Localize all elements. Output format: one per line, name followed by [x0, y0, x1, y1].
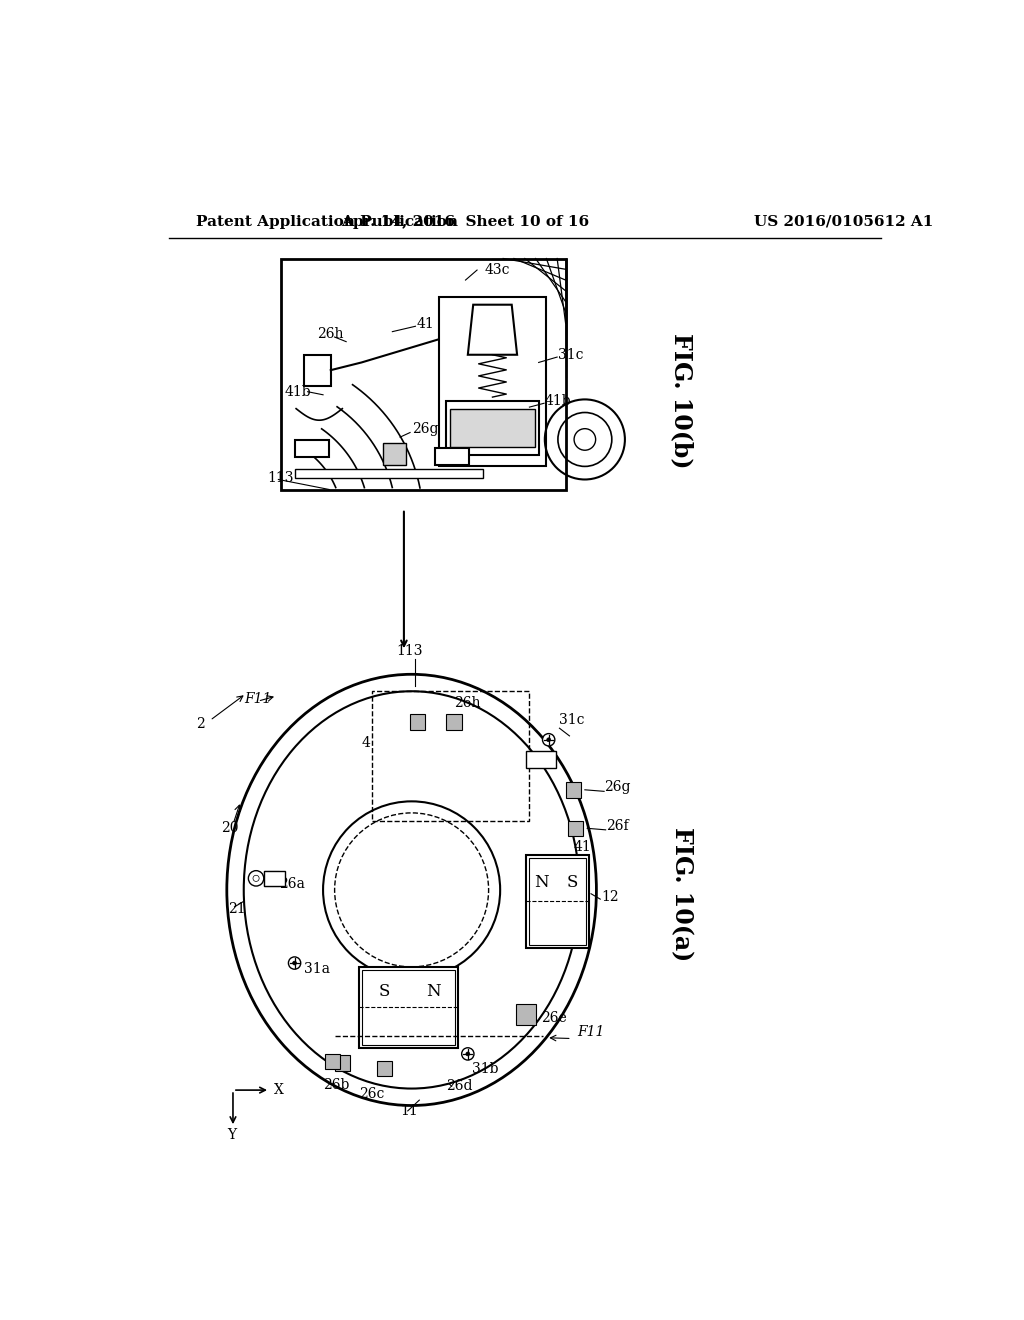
Text: F11: F11: [244, 692, 271, 706]
Bar: [435, 447, 469, 465]
Bar: [383, 444, 407, 465]
Text: 41: 41: [573, 841, 591, 854]
Bar: [377, 1061, 392, 1076]
Text: N: N: [534, 874, 548, 891]
Text: 26g: 26g: [604, 780, 631, 795]
Text: F11: F11: [578, 1026, 604, 1039]
Circle shape: [249, 871, 264, 886]
Bar: [372, 692, 529, 821]
Text: 26c: 26c: [359, 1086, 385, 1101]
Bar: [304, 355, 331, 385]
Bar: [528, 858, 586, 945]
Bar: [518, 1006, 534, 1020]
Circle shape: [289, 957, 301, 969]
Text: Apr. 14, 2016  Sheet 10 of 16: Apr. 14, 2016 Sheet 10 of 16: [341, 215, 590, 228]
Text: 12: 12: [602, 891, 620, 904]
Text: 11: 11: [400, 1104, 418, 1118]
Text: 113: 113: [267, 471, 294, 484]
Circle shape: [253, 875, 259, 882]
Text: 21: 21: [228, 902, 246, 916]
Polygon shape: [468, 305, 517, 355]
Bar: [446, 714, 462, 730]
Circle shape: [543, 734, 555, 746]
Text: 26e: 26e: [541, 1011, 566, 1026]
Bar: [359, 966, 458, 1048]
Bar: [451, 409, 535, 447]
Bar: [335, 1056, 350, 1071]
Circle shape: [293, 961, 297, 965]
Text: 31c: 31c: [558, 347, 584, 362]
Circle shape: [466, 1052, 470, 1056]
Text: 26h: 26h: [316, 327, 343, 341]
Text: 31a: 31a: [304, 962, 330, 975]
Bar: [438, 297, 547, 466]
Bar: [446, 401, 539, 455]
Ellipse shape: [226, 675, 596, 1106]
Text: 2: 2: [196, 717, 205, 731]
Text: 26b: 26b: [323, 1077, 349, 1092]
Polygon shape: [515, 1003, 537, 1024]
Text: 113: 113: [396, 644, 423, 659]
Bar: [568, 821, 584, 836]
Bar: [525, 751, 556, 768]
Bar: [325, 1053, 340, 1069]
Text: FIG. 10(a): FIG. 10(a): [670, 826, 693, 961]
Bar: [295, 469, 483, 478]
Text: 31c: 31c: [559, 713, 585, 727]
Text: Patent Application Publication: Patent Application Publication: [196, 215, 458, 228]
Circle shape: [462, 1048, 474, 1060]
Text: S: S: [567, 874, 579, 891]
Text: 4: 4: [361, 737, 371, 751]
Text: 31b: 31b: [472, 1063, 498, 1076]
Bar: [264, 871, 280, 886]
Text: 26h: 26h: [454, 696, 480, 710]
Bar: [525, 855, 589, 948]
Bar: [264, 871, 286, 886]
Text: US 2016/0105612 A1: US 2016/0105612 A1: [755, 215, 934, 228]
Bar: [295, 441, 330, 457]
Text: 43c: 43c: [484, 263, 510, 277]
Text: 41b: 41b: [285, 384, 311, 399]
Bar: [362, 970, 455, 1044]
Text: 26g: 26g: [412, 422, 438, 437]
Text: 41b: 41b: [545, 393, 571, 408]
Text: S: S: [378, 983, 389, 1001]
Text: 26d: 26d: [446, 1080, 473, 1093]
Circle shape: [323, 801, 500, 978]
Circle shape: [547, 738, 551, 742]
Text: 26f: 26f: [605, 818, 629, 833]
Ellipse shape: [244, 692, 580, 1089]
Text: N: N: [426, 983, 440, 1001]
Text: 26a: 26a: [280, 878, 305, 891]
Bar: [565, 781, 581, 797]
Text: FIG. 10(b): FIG. 10(b): [670, 333, 693, 469]
Text: X: X: [273, 1084, 284, 1097]
Text: 41: 41: [417, 317, 435, 331]
Bar: [281, 259, 565, 490]
Bar: [410, 714, 425, 730]
Text: Y: Y: [226, 1127, 236, 1142]
Text: 20: 20: [220, 821, 239, 836]
Circle shape: [335, 813, 488, 968]
